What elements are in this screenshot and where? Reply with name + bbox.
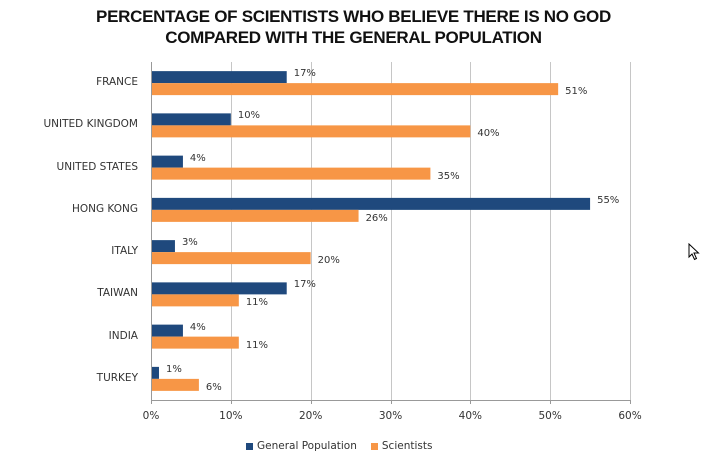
legend-item-scientists: Scientists — [370, 440, 433, 452]
bar-general-population — [152, 71, 287, 84]
bar-scientists — [152, 209, 359, 222]
x-tick-label: 40% — [458, 410, 482, 422]
x-tick-label: 50% — [538, 410, 562, 422]
x-tick-label: 0% — [142, 410, 160, 422]
data-label-scientists: 11% — [245, 297, 269, 309]
x-tick-label: 20% — [298, 410, 323, 422]
data-label-general-population: 3% — [181, 237, 198, 249]
data-label-general-population: 55% — [597, 194, 620, 206]
data-label-scientists: 35% — [437, 170, 460, 182]
data-label-scientists: 20% — [317, 255, 340, 267]
category-label: INDIA — [108, 329, 138, 342]
data-label-general-population: 17% — [293, 279, 316, 291]
legend-label-scientists: Scientists — [381, 440, 433, 452]
bar-scientists — [152, 336, 239, 349]
data-label-scientists: 11% — [245, 339, 269, 351]
legend-label-general-population: General Population — [257, 440, 357, 452]
chart-title-line1: PERCENTAGE OF SCIENTISTS WHO BELIEVE THE… — [96, 7, 611, 26]
category-label: TAIWAN — [97, 287, 138, 300]
data-label-general-population: 10% — [237, 110, 261, 122]
bar-general-population — [152, 113, 231, 126]
bar-scientists — [152, 167, 431, 180]
legend: General Population Scientists — [246, 440, 446, 452]
bar-general-population — [152, 155, 183, 168]
x-tick-label: 10% — [219, 410, 243, 422]
x-tick-label: 30% — [378, 410, 403, 422]
bar-scientists — [152, 294, 239, 307]
category-label: ITALY — [111, 245, 138, 258]
category-label: TURKEY — [96, 371, 138, 384]
bar-general-population — [152, 197, 591, 210]
category-label: FRANCE — [96, 76, 138, 89]
bar-general-population — [152, 282, 287, 295]
category-label: HONG KONG — [71, 202, 138, 215]
x-tick-label: 60% — [618, 410, 642, 422]
data-label-general-population: 1% — [165, 363, 182, 375]
mouse-cursor-icon — [688, 243, 700, 261]
legend-swatch-general-population — [246, 442, 253, 450]
bar-general-population — [152, 324, 183, 337]
data-label-scientists: 26% — [365, 212, 388, 224]
bar-scientists — [152, 252, 311, 265]
bar-scientists — [152, 125, 471, 138]
bar-scientists — [152, 83, 559, 96]
bar-general-population — [152, 240, 175, 253]
category-label: UNITED STATES — [56, 160, 138, 173]
legend-item-general-population: General Population — [246, 440, 357, 452]
data-label-general-population: 4% — [189, 321, 206, 333]
data-label-general-population: 4% — [189, 152, 206, 164]
legend-swatch-scientists — [370, 442, 378, 450]
data-label-scientists: 40% — [477, 128, 500, 140]
bar-scientists — [152, 378, 199, 391]
data-label-general-population: 17% — [293, 68, 316, 80]
chart-subtitle: COMPARED WITH THE GENERAL POPULATION — [165, 28, 542, 47]
bar-general-population — [152, 366, 159, 379]
data-label-scientists: 51% — [565, 86, 588, 98]
category-label: UNITED KINGDOM — [43, 118, 139, 131]
chart-title: PERCENTAGE OF SCIENTISTS WHO BELIEVE THE… — [0, 6, 707, 48]
data-label-scientists: 6% — [205, 381, 222, 393]
